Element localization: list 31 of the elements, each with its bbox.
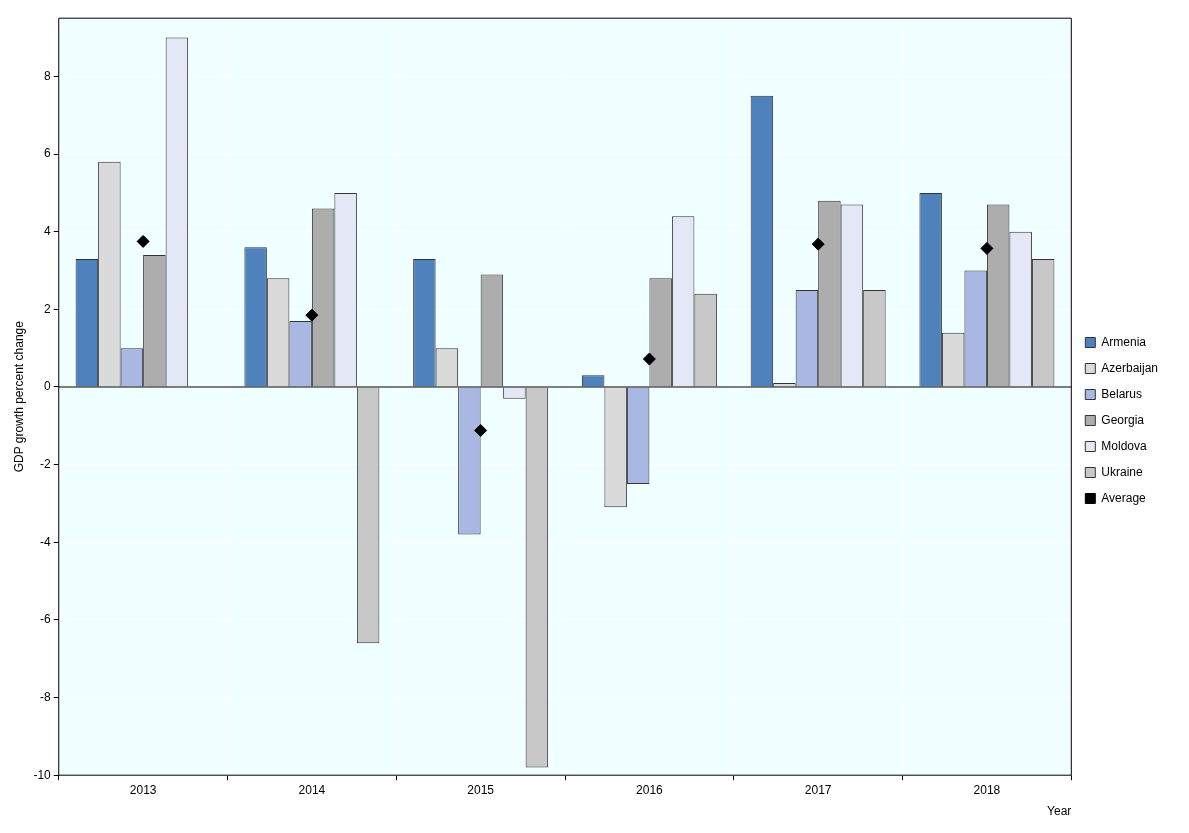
legend-label: Azerbaijan <box>1101 360 1158 375</box>
y-tick-label: 8 <box>44 68 52 83</box>
point <box>642 352 656 366</box>
legend-label: Ukraine <box>1101 464 1143 479</box>
legend-label: Georgia <box>1101 412 1145 427</box>
point <box>811 237 825 251</box>
legend-label: Average <box>1101 490 1147 505</box>
x-axis-title: Year <box>1047 804 1072 819</box>
y-tick-label: -6 <box>40 612 52 627</box>
x-tick-label: 2016 <box>636 782 664 797</box>
x-tick-label: 2018 <box>973 782 1001 797</box>
legend-label: Armenia <box>1101 334 1147 349</box>
y-tick-label: -10 <box>33 767 52 782</box>
y-tick-label: -4 <box>40 534 52 549</box>
x-tick-label: 2017 <box>804 782 832 797</box>
point <box>980 241 994 255</box>
y-tick-label: 0 <box>44 379 52 394</box>
y-tick-label: -8 <box>40 689 52 704</box>
point <box>305 308 319 322</box>
x-tick-label: 2013 <box>129 782 157 797</box>
legend-label: Moldova <box>1101 438 1147 453</box>
y-tick-label: 4 <box>44 224 52 239</box>
y-tick-label: -2 <box>40 456 52 471</box>
y-tick-label: 6 <box>44 146 52 161</box>
legend-label: Belarus <box>1101 386 1142 401</box>
point <box>136 234 150 248</box>
point <box>474 423 488 437</box>
y-axis-title: GDP growth percent change <box>11 320 26 473</box>
y-tick-label: 2 <box>44 301 52 316</box>
x-tick-label: 2014 <box>298 782 326 797</box>
x-tick-label: 2015 <box>467 782 495 797</box>
